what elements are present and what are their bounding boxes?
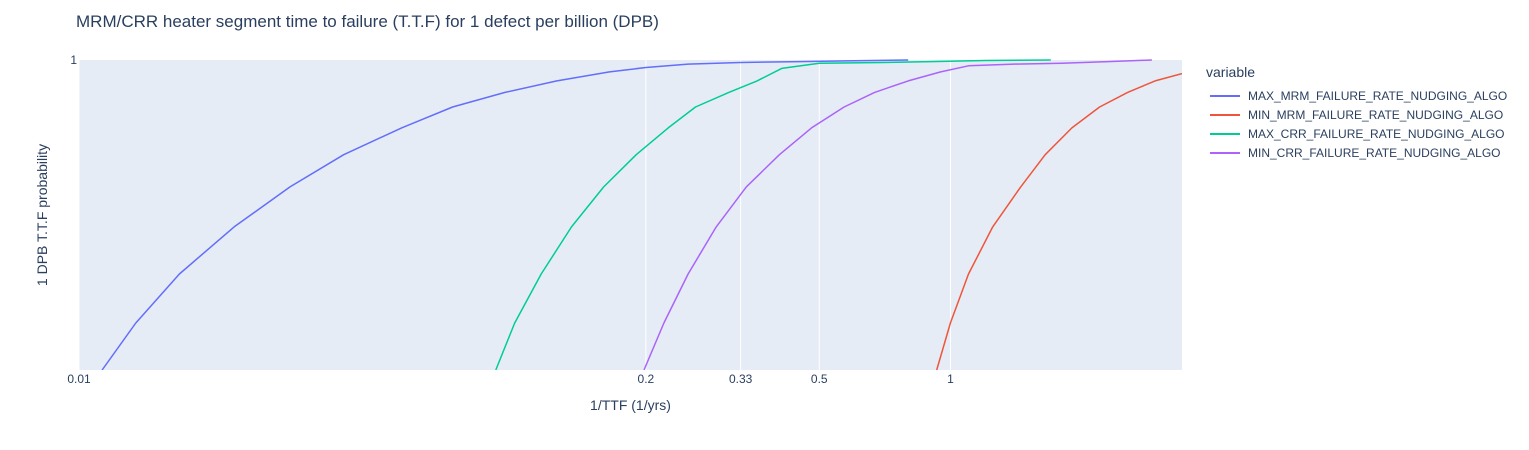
legend-item[interactable]: MIN_MRM_FAILURE_RATE_NUDGING_ALGO bbox=[1206, 105, 1507, 124]
legend-item[interactable]: MAX_MRM_FAILURE_RATE_NUDGING_ALGO bbox=[1206, 86, 1507, 105]
x-axis-ticks: 0.01 0.2 0.33 0.5 1 bbox=[67, 372, 954, 386]
x-tick-label: 0.5 bbox=[811, 372, 828, 386]
series-line-min-mrm-failure-rate-nudging-algo bbox=[935, 72, 1182, 370]
legend-swatch bbox=[1210, 113, 1240, 116]
legend-swatch bbox=[1210, 94, 1240, 97]
legend-label: MAX_MRM_FAILURE_RATE_NUDGING_ALGO bbox=[1248, 88, 1508, 103]
legend-title: variable bbox=[1206, 64, 1256, 80]
legend-swatch bbox=[1210, 151, 1240, 154]
x-tick-label: 0.01 bbox=[67, 372, 91, 386]
y-axis-ticks: 1 bbox=[70, 53, 77, 67]
legend-item[interactable]: MIN_CRR_FAILURE_RATE_NUDGING_ALGO bbox=[1206, 143, 1507, 162]
legend-swatch bbox=[1210, 132, 1240, 135]
series-line-max-mrm-failure-rate-nudging-algo bbox=[101, 59, 909, 370]
y-axis-title: 1 DPB T.T.F probability bbox=[34, 144, 50, 286]
legend-item[interactable]: MAX_CRR_FAILURE_RATE_NUDGING_ALGO bbox=[1206, 124, 1507, 143]
series-lines bbox=[101, 59, 1182, 370]
x-tick-label: 1 bbox=[947, 372, 954, 386]
series-line-min-crr-failure-rate-nudging-algo bbox=[643, 59, 1152, 370]
grid-lines bbox=[78, 60, 951, 370]
x-tick-label: 0.2 bbox=[638, 372, 655, 386]
legend-items: MAX_MRM_FAILURE_RATE_NUDGING_ALGO MIN_MRM… bbox=[1206, 86, 1507, 162]
legend-label: MIN_CRR_FAILURE_RATE_NUDGING_ALGO bbox=[1248, 145, 1501, 160]
chart-title: MRM/CRR heater segment time to failure (… bbox=[76, 12, 659, 31]
legend-label: MIN_MRM_FAILURE_RATE_NUDGING_ALGO bbox=[1248, 107, 1504, 122]
legend-label: MAX_CRR_FAILURE_RATE_NUDGING_ALGO bbox=[1248, 126, 1505, 141]
plot-background bbox=[79, 60, 1182, 370]
x-axis-title: 1/TTF (1/yrs) bbox=[590, 397, 671, 413]
legend: variable MAX_MRM_FAILURE_RATE_NUDGING_AL… bbox=[1206, 64, 1507, 162]
series-line-max-crr-failure-rate-nudging-algo bbox=[495, 59, 1051, 370]
y-tick-label: 1 bbox=[70, 53, 77, 67]
x-tick-label: 0.33 bbox=[729, 372, 753, 386]
